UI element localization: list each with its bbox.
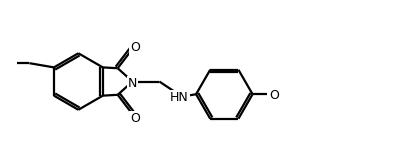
- Text: N: N: [128, 76, 137, 90]
- Text: HN: HN: [170, 91, 189, 104]
- Text: O: O: [130, 41, 139, 54]
- Text: O: O: [269, 89, 279, 102]
- Text: O: O: [130, 112, 139, 125]
